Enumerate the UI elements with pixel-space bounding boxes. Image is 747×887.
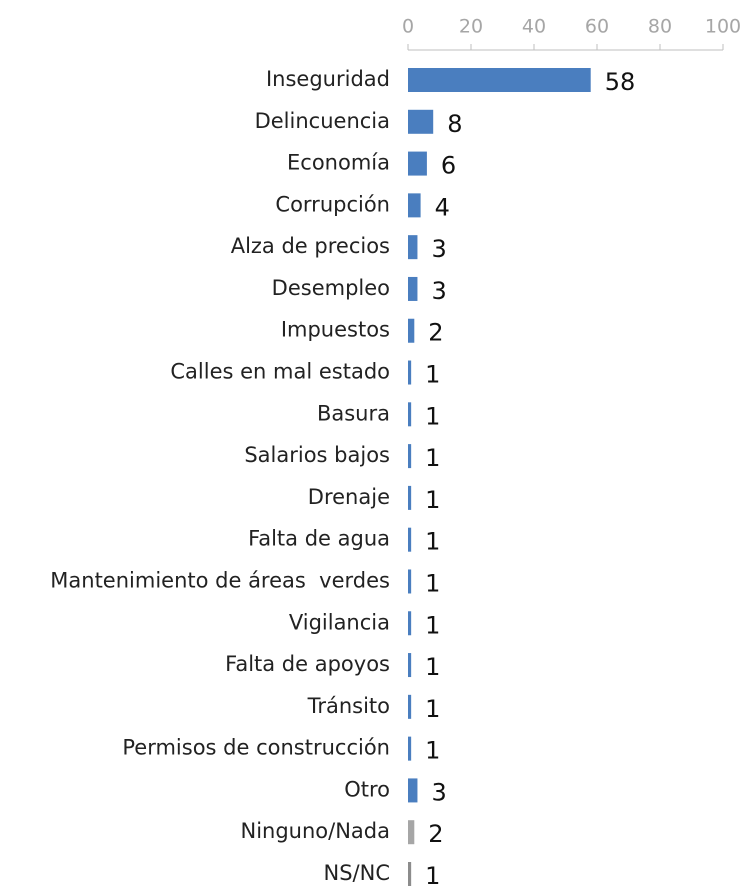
x-tick-label: 80 [648,16,672,38]
x-tick-label: 40 [522,16,546,38]
bar [408,485,412,510]
bar [408,151,427,176]
bar [408,694,412,719]
data-label: 1 [425,653,440,681]
bar [408,778,418,803]
category-label: Drenaje [308,485,390,509]
category-label: Alza de precios [231,234,390,258]
category-label: Desempleo [272,276,390,300]
data-label: 1 [425,862,440,887]
data-label: 1 [425,737,440,765]
data-label: 2 [428,820,443,848]
data-label: 1 [425,361,440,389]
data-label: 3 [431,277,446,305]
category-label: Permisos de construcción [122,736,390,760]
category-label: Falta de agua [248,527,390,551]
data-label: 3 [431,778,446,806]
data-label: 3 [431,235,446,263]
category-label: Ninguno/Nada [240,819,390,843]
bar [408,68,591,92]
category-label: Basura [317,401,390,425]
data-label: 1 [425,611,440,639]
data-label: 58 [605,68,636,96]
bar [408,611,412,636]
x-tick-label: 0 [402,16,414,38]
bar [408,235,418,260]
category-label: NS/NC [324,861,391,885]
x-tick-label: 60 [585,16,609,38]
bar [408,109,434,134]
bar [408,653,412,678]
data-label: 1 [425,402,440,430]
x-tick-label: 100 [705,16,741,38]
data-label: 4 [435,193,450,221]
data-label: 1 [425,569,440,597]
bar [408,402,412,427]
bar [408,444,412,469]
bar [408,736,412,761]
category-label: Corrupción [275,192,390,216]
data-label: 1 [425,444,440,472]
category-label: Vigilancia [289,610,390,634]
category-label: Calles en mal estado [170,360,390,384]
category-label: Mantenimiento de áreas verdes [50,568,390,592]
bar [408,276,418,301]
data-label: 6 [441,152,456,180]
data-label: 8 [447,110,462,138]
bar [408,820,415,845]
category-label: Salarios bajos [244,443,390,467]
data-label: 1 [425,486,440,514]
bar [408,569,412,594]
category-label: Economía [287,151,390,175]
data-label: 2 [428,319,443,347]
bar [408,193,421,218]
bar [408,862,412,886]
category-label: Tránsito [307,694,390,718]
category-label: Otro [344,777,390,801]
category-label: Delincuencia [255,109,390,133]
bar [408,527,412,552]
category-label: Impuestos [281,318,390,342]
bar [408,360,412,385]
bar [408,318,415,343]
data-label: 1 [425,528,440,556]
category-label: Falta de apoyos [225,652,390,676]
category-label: Inseguridad [266,67,390,91]
x-tick-label: 20 [459,16,483,38]
data-label: 1 [425,695,440,723]
